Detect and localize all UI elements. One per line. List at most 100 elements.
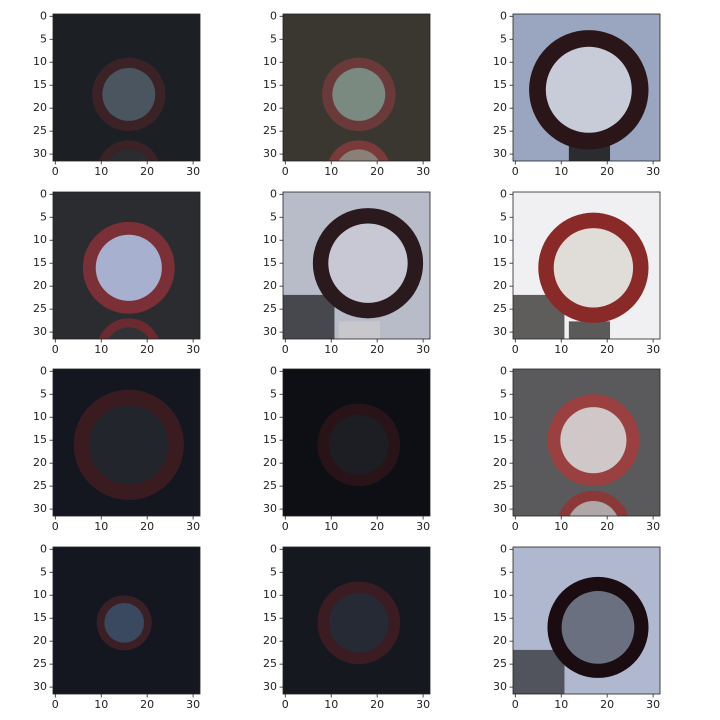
y-tick-label: 15 (493, 611, 507, 624)
x-tick-label: 10 (554, 165, 568, 178)
x-tick-label: 10 (554, 343, 568, 356)
y-tick-label: 5 (270, 387, 277, 400)
y-tick-label: 0 (270, 187, 277, 200)
x-tick-label: 10 (94, 343, 108, 356)
image (53, 547, 200, 694)
y-tick-label: 25 (263, 479, 277, 492)
axes-frame (52, 191, 201, 340)
x-tick-label: 30 (646, 343, 660, 356)
y-tick-label: 5 (40, 32, 47, 45)
subplot: 0 10 20 30 0 5 10 15 20 25 30 (33, 542, 201, 711)
y-tick-label: 25 (263, 302, 277, 315)
y-tick-label: 15 (33, 433, 47, 446)
x-tick-label: 30 (186, 698, 200, 711)
y-tick-label: 5 (270, 32, 277, 45)
sign-face (332, 67, 386, 121)
axes-frame (282, 13, 431, 162)
sign-face (328, 223, 408, 303)
x-tick-label: 0 (52, 165, 59, 178)
y-tick-label: 5 (500, 210, 507, 223)
x-tick-label: 20 (370, 165, 384, 178)
x-tick-label: 10 (324, 165, 338, 178)
y-tick-label: 25 (493, 479, 507, 492)
x-tick-label: 20 (370, 520, 384, 533)
y-tick-label: 20 (33, 634, 47, 647)
y-tick-label: 20 (263, 634, 277, 647)
y-tick-label: 20 (493, 634, 507, 647)
subplot: 0 10 20 30 0 5 10 15 20 25 30 (263, 9, 431, 178)
y-tick-label: 5 (40, 210, 47, 223)
x-tick-label: 0 (512, 520, 519, 533)
y-tick-label: 15 (33, 611, 47, 624)
y-tick-label: 20 (493, 101, 507, 114)
sign-face (108, 149, 149, 161)
y-tick-label: 30 (33, 502, 47, 515)
x-tick-label: 20 (600, 343, 614, 356)
x-tick-label: 0 (52, 520, 59, 533)
axes-frame (52, 368, 201, 517)
x-tick-label: 30 (416, 520, 430, 533)
y-tick-label: 15 (493, 78, 507, 91)
axes-frame (512, 13, 661, 162)
x-tick-label: 10 (554, 520, 568, 533)
image (513, 369, 660, 516)
sign-face (89, 405, 169, 485)
y-tick-label: 20 (33, 456, 47, 469)
image (513, 192, 660, 339)
sign-face (553, 228, 634, 308)
axes-frame (282, 191, 431, 340)
subplot: 0 10 20 30 0 5 10 15 20 25 30 (493, 364, 661, 533)
axes-frame (52, 13, 201, 162)
image (283, 192, 430, 339)
axes-frame (282, 368, 431, 517)
y-tick-label: 10 (33, 410, 47, 423)
sign-face (104, 602, 145, 643)
axes-frame (512, 368, 661, 517)
x-tick-label: 10 (94, 698, 108, 711)
y-tick-label: 0 (500, 364, 507, 377)
y-tick-label: 15 (33, 256, 47, 269)
x-tick-label: 20 (600, 165, 614, 178)
subplot: 0 10 20 30 0 5 10 15 20 25 30 (263, 364, 431, 533)
y-tick-label: 10 (493, 588, 507, 601)
y-tick-label: 10 (493, 55, 507, 68)
y-tick-label: 30 (33, 325, 47, 338)
y-tick-label: 15 (263, 78, 277, 91)
y-tick-label: 5 (500, 387, 507, 400)
y-tick-label: 20 (263, 456, 277, 469)
x-tick-label: 30 (416, 698, 430, 711)
x-tick-label: 20 (140, 698, 154, 711)
y-tick-label: 25 (263, 124, 277, 137)
y-tick-label: 30 (493, 502, 507, 515)
x-tick-label: 20 (370, 343, 384, 356)
y-tick-label: 10 (33, 233, 47, 246)
x-tick-label: 30 (186, 343, 200, 356)
y-tick-label: 0 (500, 187, 507, 200)
y-tick-label: 30 (263, 680, 277, 693)
y-tick-label: 10 (263, 233, 277, 246)
subplot: 0 10 20 30 0 5 10 15 20 25 30 (263, 187, 431, 356)
y-tick-label: 30 (263, 502, 277, 515)
y-tick-label: 0 (40, 9, 47, 22)
y-tick-label: 15 (33, 78, 47, 91)
sign-face (569, 501, 618, 516)
y-tick-label: 30 (493, 680, 507, 693)
x-tick-label: 0 (512, 165, 519, 178)
y-tick-label: 25 (263, 657, 277, 670)
y-tick-label: 5 (270, 210, 277, 223)
image-post (568, 321, 611, 339)
y-tick-label: 10 (493, 410, 507, 423)
x-tick-label: 20 (140, 343, 154, 356)
sign-face (338, 149, 379, 161)
y-tick-label: 15 (263, 433, 277, 446)
y-tick-label: 10 (493, 233, 507, 246)
y-tick-label: 5 (500, 565, 507, 578)
y-tick-label: 10 (263, 55, 277, 68)
subplot: 0 10 20 30 0 5 10 15 20 25 30 (33, 364, 201, 533)
subplot: 0 10 20 30 0 5 10 15 20 25 30 (33, 9, 201, 178)
y-tick-label: 20 (33, 279, 47, 292)
y-tick-label: 5 (40, 387, 47, 400)
axes-frame (512, 546, 661, 695)
y-tick-label: 25 (33, 302, 47, 315)
sign-face (102, 67, 156, 121)
